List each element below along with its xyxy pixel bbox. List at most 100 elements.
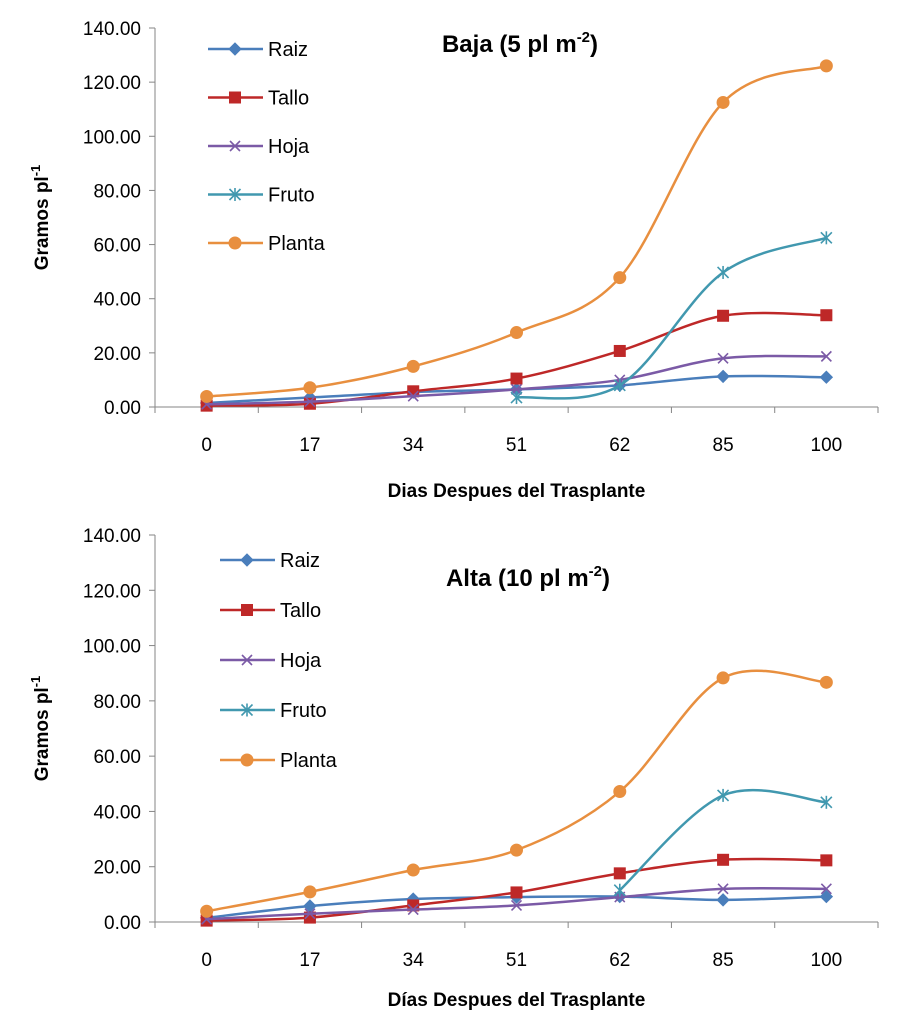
- series-planta: [200, 59, 833, 403]
- line-planta: [206, 64, 827, 398]
- y-tick-label: 140.00: [83, 526, 141, 547]
- x-tick-label: 0: [201, 435, 212, 456]
- x-tick-label: 100: [811, 435, 843, 456]
- point-tallo-85: [717, 309, 730, 322]
- legend-item-tallo: Tallo: [220, 600, 321, 622]
- point-fruto-51: [510, 391, 523, 405]
- series-fruto: [510, 231, 833, 405]
- point-planta-85: [716, 95, 730, 109]
- point-planta-0: [200, 904, 214, 918]
- x-tick-label: 85: [713, 435, 734, 456]
- legend-item-fruto: Fruto: [208, 185, 315, 207]
- point-planta-85: [716, 671, 730, 685]
- y-tick-label: 40.00: [93, 290, 141, 311]
- y-tick-label: 0.00: [104, 398, 141, 419]
- x-tick-label: 85: [713, 950, 734, 971]
- chart-2: 0.00 20.00 40.00 60.00 80.00 100.00 120.00 140.…: [28, 526, 879, 1011]
- point-tallo-62: [613, 344, 626, 357]
- point-planta-62: [613, 785, 627, 799]
- y-tick-label: 100.00: [83, 637, 141, 658]
- legend-item-hoja: Hoja: [220, 650, 322, 672]
- legend-marker: [228, 188, 242, 201]
- point-hoja-100: [820, 883, 832, 895]
- point-tallo-100: [820, 854, 833, 867]
- x-tick-label: 62: [609, 950, 630, 971]
- legend-marker: [241, 604, 253, 616]
- legend-label: Raiz: [268, 39, 308, 61]
- x-tick-label: 51: [506, 950, 527, 971]
- point-planta-34: [406, 359, 420, 373]
- y-tick-label: 20.00: [93, 858, 141, 879]
- point-tallo-51: [510, 886, 523, 899]
- legend-item-raiz: Raiz: [220, 550, 320, 572]
- point-raiz-100: [819, 370, 834, 384]
- y-tick-label: 140.00: [83, 19, 141, 40]
- y-tick-label: 120.00: [83, 581, 141, 602]
- legend-label: Hoja: [280, 650, 322, 672]
- y-tick-label: 60.00: [93, 747, 141, 768]
- legend-marker: [241, 654, 253, 666]
- point-tallo-17: [303, 397, 316, 410]
- point-hoja-51: [510, 899, 523, 911]
- legend-marker: [240, 753, 254, 767]
- legend-item-fruto: Fruto: [220, 700, 327, 722]
- point-hoja-17: [304, 396, 316, 408]
- legend-marker: [229, 140, 241, 152]
- y-tick-label: 120.00: [83, 73, 141, 94]
- chart-title: Alta (10 pl m-2): [446, 563, 610, 592]
- point-tallo-51: [510, 372, 523, 385]
- x-tick-label: 34: [403, 435, 425, 456]
- point-hoja-100: [820, 350, 832, 362]
- point-tallo-62: [613, 867, 626, 880]
- point-fruto-100: [820, 231, 833, 245]
- point-planta-51: [510, 326, 523, 340]
- legend-item-hoja: Hoja: [208, 136, 310, 158]
- legend-item-tallo: Tallo: [208, 88, 309, 110]
- point-planta-34: [406, 863, 420, 877]
- point-tallo-100: [820, 309, 833, 322]
- legend-item-planta: Planta: [220, 750, 338, 772]
- y-axis-title: Gramos pl-1: [28, 165, 53, 271]
- y-tick-label: 60.00: [93, 236, 141, 257]
- legend-label: Tallo: [268, 88, 309, 110]
- series-tallo: [200, 309, 833, 412]
- point-planta-51: [510, 843, 523, 857]
- x-tick-label: 51: [506, 435, 527, 456]
- x-tick-label: 0: [201, 950, 212, 971]
- y-tick-label: 100.00: [83, 127, 141, 148]
- point-hoja-34: [407, 390, 419, 402]
- point-fruto-62: [613, 378, 626, 392]
- point-raiz-85: [716, 369, 730, 384]
- point-planta-0: [200, 389, 214, 403]
- legend-marker: [240, 553, 254, 567]
- chart-title: Baja (5 pl m-2): [442, 29, 598, 58]
- y-tick-label: 20.00: [93, 344, 141, 365]
- series-tallo: [200, 853, 833, 927]
- x-tick-label: 100: [811, 950, 843, 971]
- x-tick-label: 62: [609, 435, 630, 456]
- y-tick-label: 0.00: [104, 913, 141, 934]
- point-planta-17: [303, 381, 317, 395]
- x-axis-title: Días Despues del Trasplante: [388, 990, 646, 1011]
- point-raiz-100: [819, 889, 834, 904]
- point-tallo-85: [717, 853, 730, 866]
- y-tick-label: 80.00: [93, 181, 141, 202]
- point-raiz-85: [716, 893, 730, 907]
- point-fruto-85: [717, 265, 730, 279]
- x-tick-label: 17: [299, 435, 320, 456]
- x-tick-label: 17: [299, 950, 320, 971]
- x-axis-title: Dias Despues del Trasplante: [388, 481, 646, 502]
- x-tick-label: 34: [403, 950, 425, 971]
- point-fruto-100: [820, 795, 833, 809]
- legend-label: Fruto: [280, 700, 327, 722]
- point-tallo-17: [303, 911, 316, 924]
- legend-marker: [228, 42, 242, 56]
- point-planta-100: [819, 59, 833, 73]
- point-hoja-85: [717, 883, 729, 895]
- point-planta-17: [303, 885, 317, 899]
- legend-marker: [229, 91, 241, 104]
- legend-label: Planta: [280, 750, 338, 772]
- point-planta-62: [613, 271, 627, 285]
